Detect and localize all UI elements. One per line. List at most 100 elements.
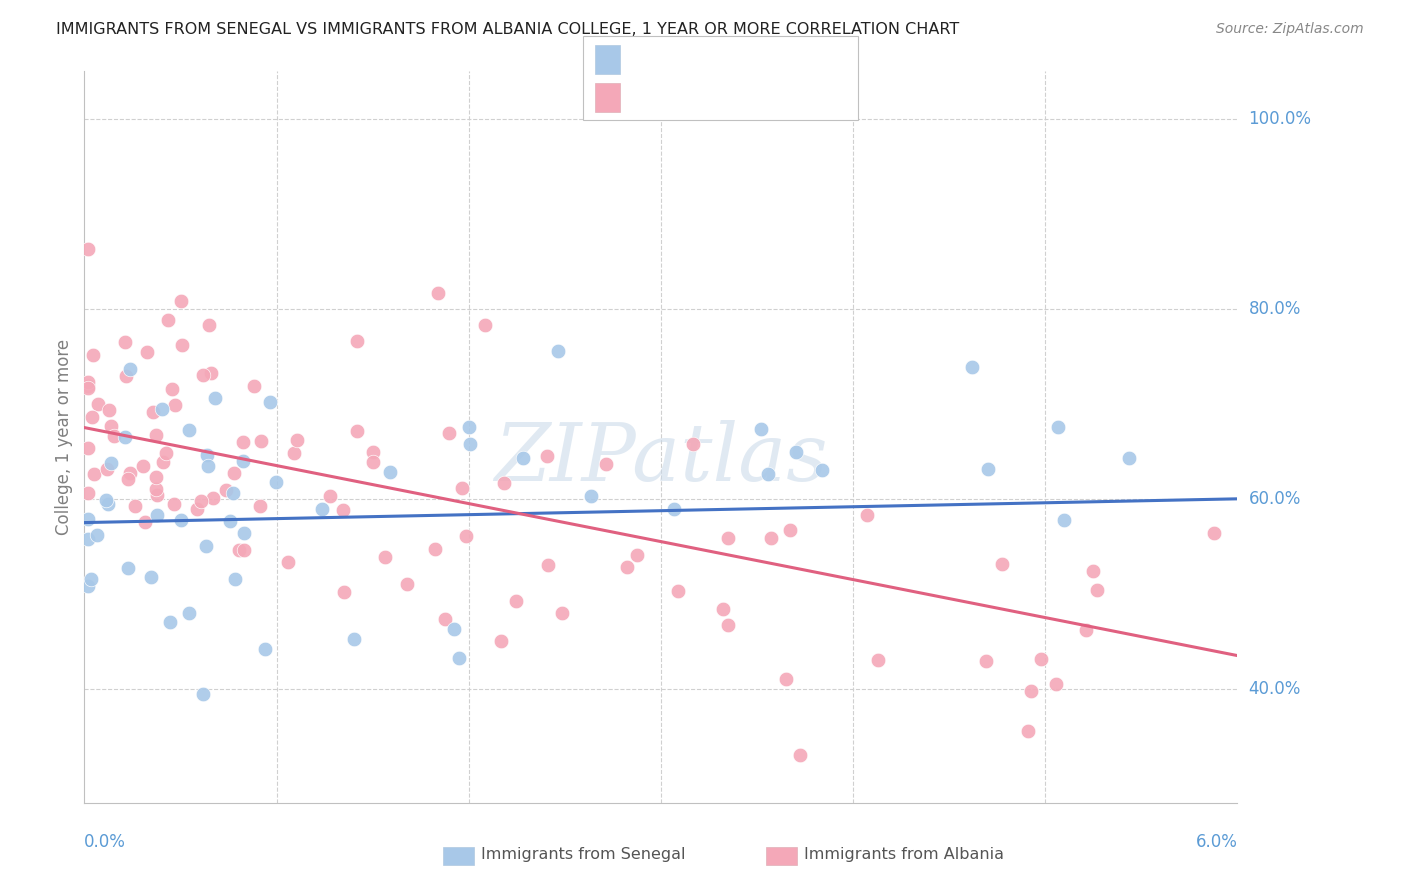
Text: Immigrants from Senegal: Immigrants from Senegal: [481, 847, 685, 862]
Point: [190, 494, 212, 508]
Point: [264, 475, 287, 489]
Text: R =: R =: [627, 87, 665, 105]
Point: [283, 446, 305, 460]
Point: [198, 318, 221, 333]
Text: Immigrants from Albania: Immigrants from Albania: [804, 847, 1004, 862]
Point: [83, 467, 105, 481]
Point: [162, 383, 184, 397]
Point: [311, 502, 333, 516]
Point: [170, 337, 193, 351]
Point: [224, 573, 246, 587]
Point: [547, 344, 569, 359]
Point: [682, 437, 704, 451]
Point: [77, 532, 100, 546]
Point: [215, 483, 238, 497]
Point: [492, 475, 515, 490]
Text: 0.044: 0.044: [657, 51, 711, 69]
Point: [117, 560, 139, 574]
Point: [990, 557, 1012, 571]
Point: [856, 508, 879, 522]
Point: [145, 488, 167, 502]
Point: [1053, 513, 1076, 527]
Point: [77, 512, 100, 526]
Point: [361, 454, 384, 468]
Point: [146, 508, 169, 522]
Point: [100, 456, 122, 470]
Point: [1029, 651, 1052, 665]
Point: [195, 448, 218, 462]
Point: [159, 615, 181, 629]
Y-axis label: College, 1 year or more: College, 1 year or more: [55, 339, 73, 535]
Point: [1118, 450, 1140, 465]
Point: [277, 555, 299, 569]
Text: 98: 98: [742, 87, 766, 105]
Point: [551, 606, 574, 620]
Point: [505, 594, 527, 608]
Text: 100.0%: 100.0%: [1249, 110, 1312, 128]
Point: [253, 641, 276, 656]
Text: ZIPatlas: ZIPatlas: [494, 420, 828, 498]
Point: [80, 409, 103, 424]
Point: [118, 362, 141, 376]
Point: [114, 334, 136, 349]
Point: [1087, 582, 1109, 597]
Point: [789, 748, 811, 763]
Point: [114, 369, 136, 384]
Point: [332, 585, 354, 599]
Point: [259, 395, 281, 409]
Point: [474, 318, 496, 333]
Point: [87, 397, 110, 411]
Point: [434, 612, 457, 626]
Point: [117, 471, 139, 485]
Text: 51: 51: [742, 51, 766, 69]
Point: [866, 653, 889, 667]
Point: [1076, 624, 1098, 638]
Point: [114, 430, 136, 444]
Point: [170, 293, 193, 308]
Point: [1046, 420, 1069, 434]
Point: [79, 572, 101, 586]
Point: [100, 418, 122, 433]
Point: [711, 601, 734, 615]
Point: [962, 360, 984, 375]
Point: [785, 445, 807, 459]
Point: [124, 499, 146, 513]
Point: [232, 543, 254, 558]
Point: [395, 577, 418, 591]
Point: [103, 429, 125, 443]
Point: [200, 366, 222, 380]
Text: 60.0%: 60.0%: [1249, 490, 1301, 508]
Point: [489, 633, 512, 648]
Point: [145, 427, 167, 442]
Point: [142, 405, 165, 419]
Point: [717, 618, 740, 632]
Point: [1204, 526, 1226, 541]
Point: [232, 454, 254, 468]
Text: 0.0%: 0.0%: [84, 833, 127, 851]
Point: [77, 579, 100, 593]
Point: [139, 569, 162, 583]
Point: [626, 548, 648, 562]
Point: [197, 458, 219, 473]
Point: [616, 560, 638, 574]
Point: [717, 532, 740, 546]
Point: [343, 632, 366, 646]
Point: [77, 381, 100, 395]
Point: [219, 515, 242, 529]
Point: [974, 654, 997, 668]
Point: [145, 470, 167, 484]
Point: [145, 482, 167, 496]
Point: [77, 486, 100, 500]
Text: 80.0%: 80.0%: [1249, 300, 1301, 318]
Point: [346, 424, 368, 438]
Point: [243, 379, 266, 393]
Point: [759, 531, 782, 545]
Point: [224, 467, 246, 481]
Point: [97, 497, 120, 511]
Point: [451, 481, 474, 495]
Point: [977, 461, 1000, 475]
Point: [779, 523, 801, 537]
Point: [232, 435, 254, 450]
Point: [449, 650, 471, 665]
Point: [775, 672, 797, 686]
